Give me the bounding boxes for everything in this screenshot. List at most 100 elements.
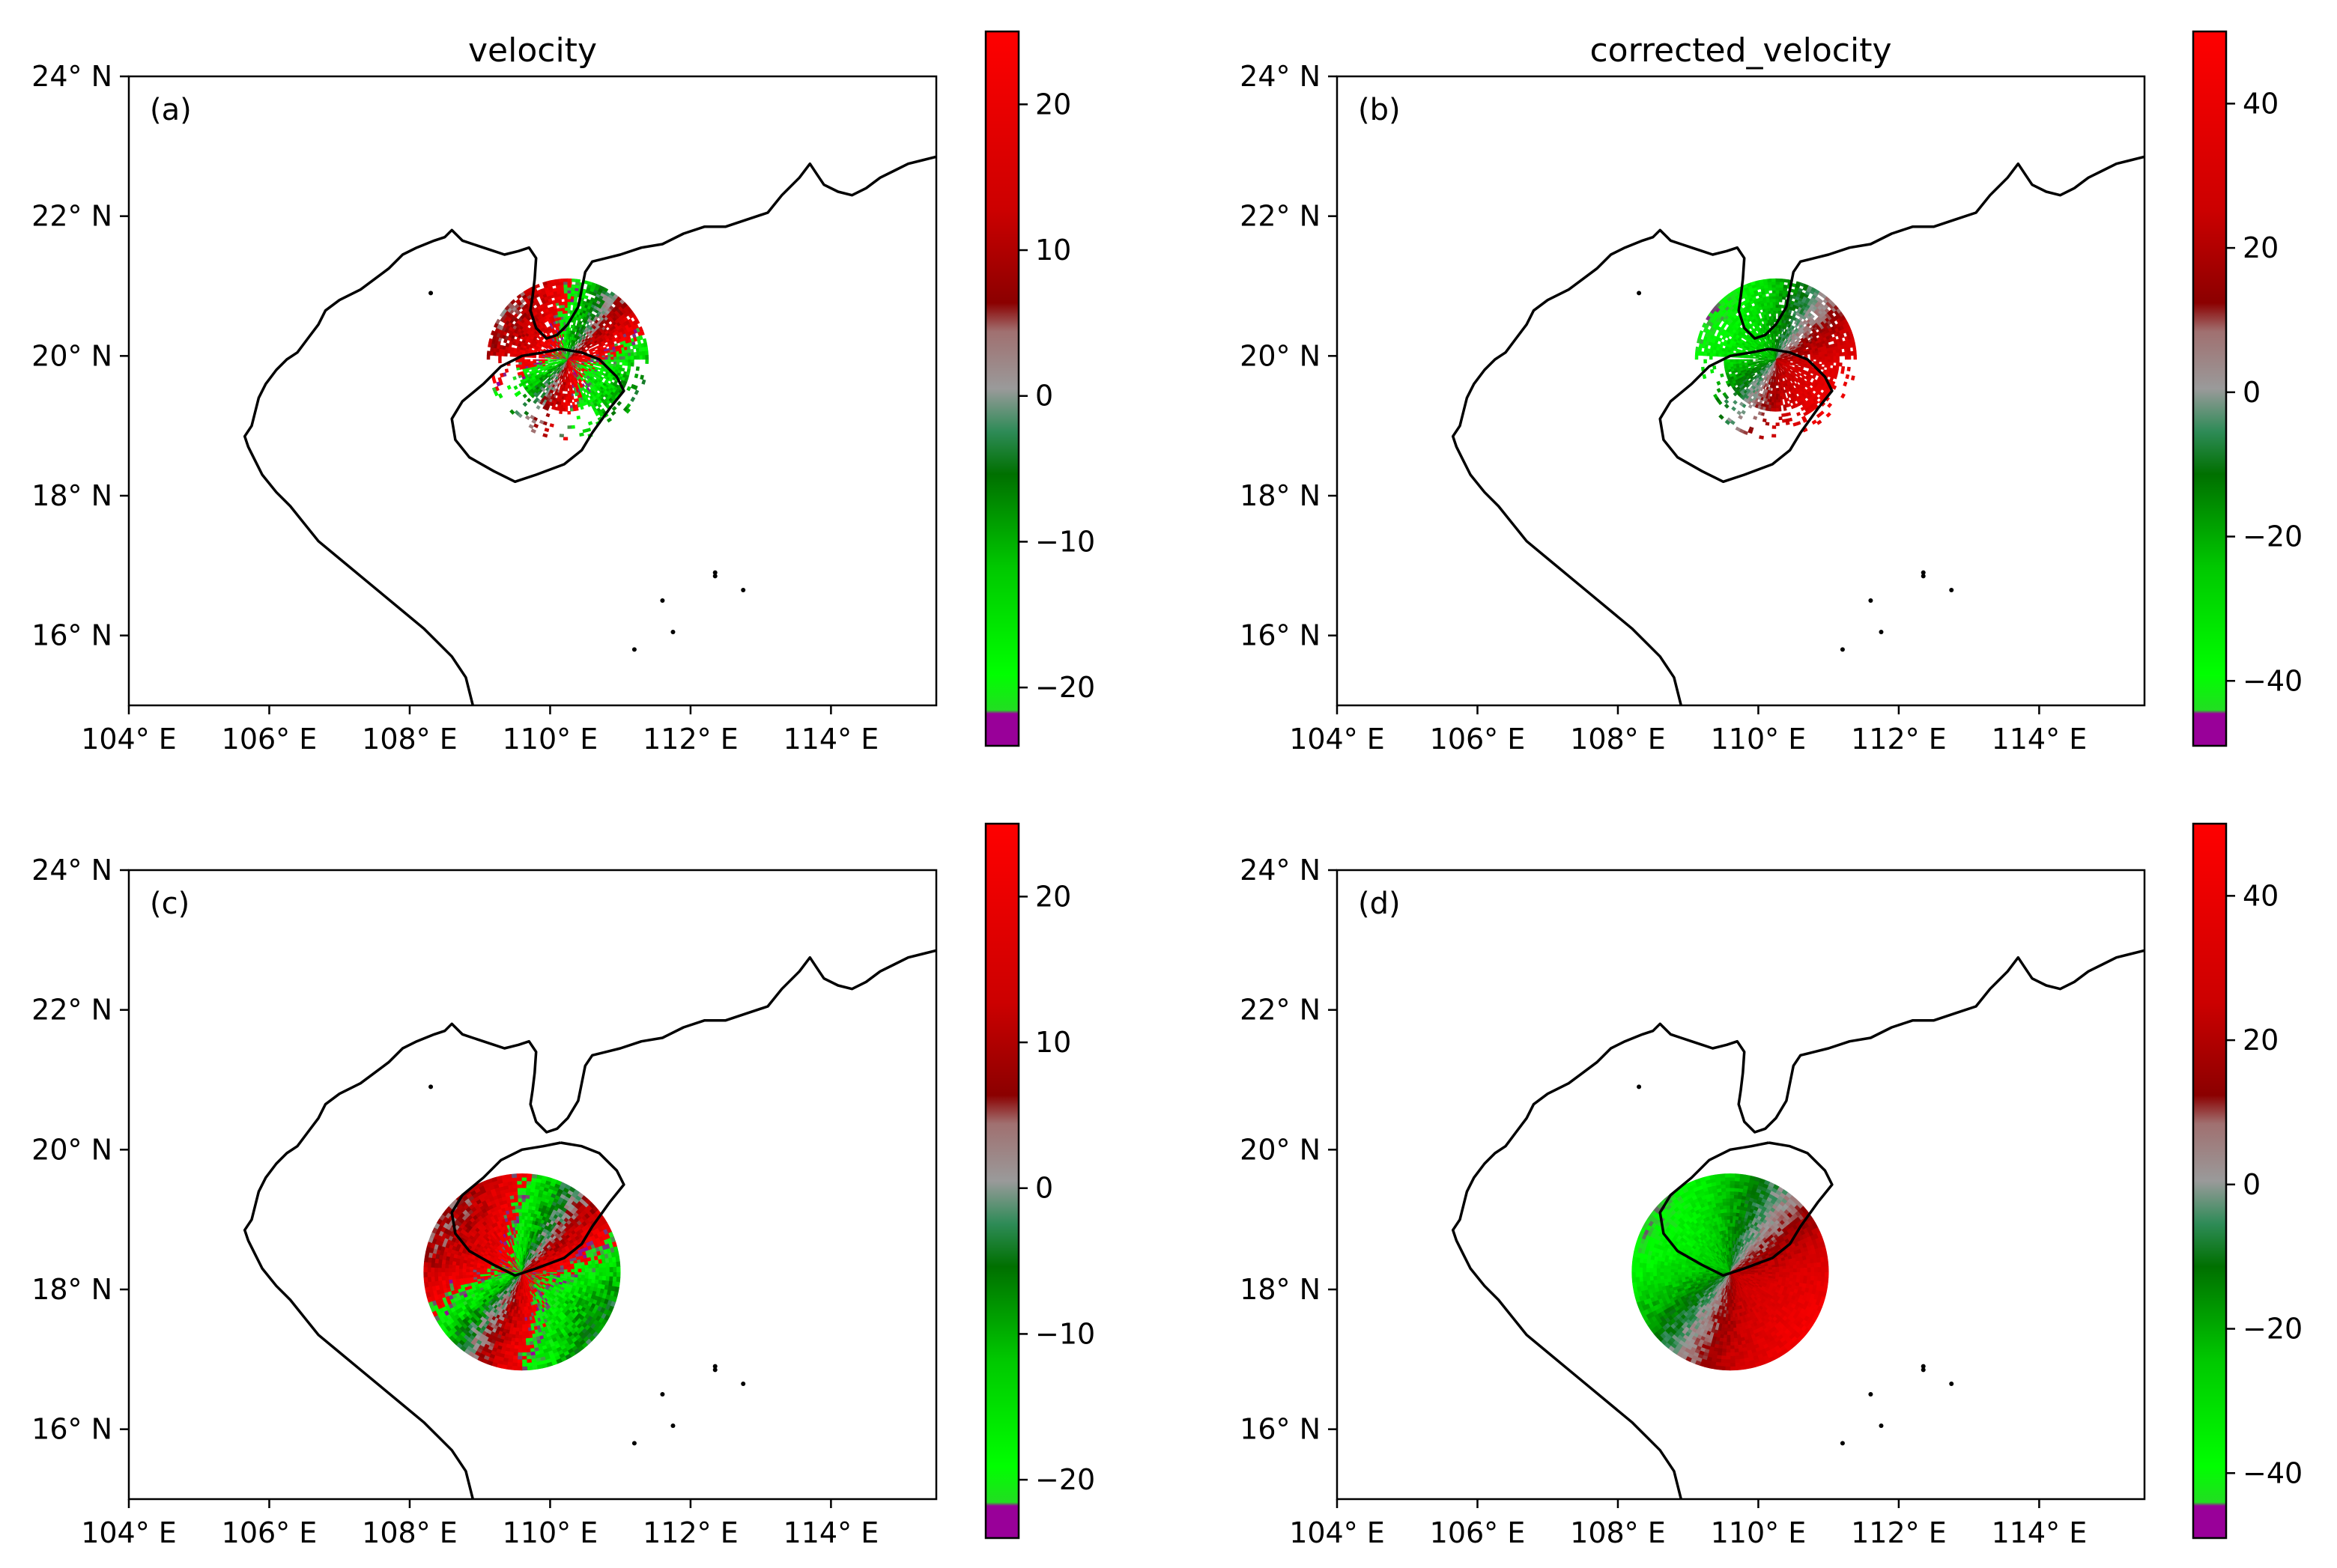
radar-bin <box>1827 359 1831 363</box>
radar-bin <box>567 293 572 297</box>
radar-bin <box>540 394 545 399</box>
x-tick-label: 106° E <box>222 723 318 756</box>
radar-bin <box>1715 353 1719 357</box>
radar-bin <box>1767 359 1771 360</box>
radar-bin <box>1709 356 1713 360</box>
radar-bin <box>563 437 569 441</box>
radar-bin <box>1706 352 1711 356</box>
radar-bin <box>569 399 573 403</box>
radar-bin <box>1733 400 1738 405</box>
radar-bin <box>547 361 551 363</box>
radar-bin <box>1703 359 1707 364</box>
radar-bin <box>1770 310 1774 314</box>
radar-bin <box>634 373 639 379</box>
radar-bin <box>642 355 646 360</box>
radar-bin <box>1718 414 1724 420</box>
radar-bin <box>610 356 614 360</box>
radar-bin <box>1755 361 1759 363</box>
island-marker <box>660 598 665 603</box>
radar-bin <box>521 359 525 362</box>
radar-bin <box>1731 406 1736 412</box>
radar-bin <box>533 423 539 428</box>
radar-bin <box>1846 366 1851 372</box>
radar-bin <box>1762 279 1768 283</box>
radar-bin <box>1738 359 1742 362</box>
radar-bin <box>1775 373 1777 377</box>
radar-bin <box>1727 361 1730 365</box>
radar-bin <box>590 360 594 362</box>
radar-bin <box>1694 350 1699 356</box>
radar-bin <box>565 399 569 404</box>
radar-bin <box>520 379 524 383</box>
radar-bin <box>1785 421 1790 425</box>
radar-bin <box>625 353 628 357</box>
y-tick-label: 22° N <box>31 200 112 233</box>
radar-bin <box>641 379 646 385</box>
radar-bin <box>536 359 539 362</box>
panel-label: (a) <box>150 93 192 127</box>
radar-bin <box>1698 329 1704 336</box>
radar-bin <box>1738 414 1743 420</box>
radar-bin <box>1836 359 1840 363</box>
radar-bin <box>630 348 634 353</box>
radar-bin <box>1781 419 1786 423</box>
radar-bin <box>1840 369 1845 374</box>
radar-bin <box>1723 339 1728 344</box>
radar-bin <box>560 287 565 291</box>
radar-bin <box>527 359 531 362</box>
radar-bin <box>1771 284 1777 288</box>
radar-bin <box>1716 380 1721 386</box>
radar-bin <box>621 368 625 372</box>
radar-bin <box>536 404 541 410</box>
radar-bin <box>587 358 591 360</box>
x-tick-label: 104° E <box>81 723 177 756</box>
radar-bin <box>492 351 497 356</box>
radar-bin <box>1775 281 1780 285</box>
radar-bin <box>1772 307 1777 311</box>
radar-bin <box>628 356 631 360</box>
x-tick-label: 114° E <box>783 723 879 756</box>
radar-bin <box>564 408 569 412</box>
radar-bin <box>581 356 586 359</box>
radar-bin <box>552 288 557 292</box>
radar-bin <box>582 428 588 434</box>
radar-bin <box>569 404 574 409</box>
radar-bin <box>1811 419 1817 425</box>
radar-bin <box>518 383 524 387</box>
radar-bin <box>1703 351 1708 356</box>
colorbar-tick-label: −20 <box>1035 671 1095 704</box>
radar-bin <box>1775 388 1778 392</box>
radar-bin <box>1777 402 1781 406</box>
radar-bin <box>1830 359 1834 363</box>
radar-bin <box>616 359 620 362</box>
radar-bin <box>1833 359 1837 363</box>
radar-bin <box>567 278 572 282</box>
radar-bin <box>501 352 505 356</box>
radar-bin <box>524 410 530 416</box>
radar-bin <box>1775 422 1780 426</box>
y-tick-label: 16° N <box>31 619 112 652</box>
radar-bin <box>616 356 620 360</box>
radar-bin <box>533 399 538 404</box>
radar-bin <box>562 307 566 312</box>
radar-bin <box>625 407 631 414</box>
radar-bin <box>1773 313 1777 317</box>
radar-bin <box>560 284 565 288</box>
radar-bin <box>1771 313 1774 317</box>
radar-bin <box>569 370 572 374</box>
radar-bin <box>1821 361 1825 365</box>
radar-bin <box>643 342 648 348</box>
radar-bin <box>1773 405 1777 409</box>
radar-bin <box>1779 330 1783 335</box>
radar-bin <box>513 385 518 390</box>
radar-bin <box>1729 359 1733 362</box>
radar-bin <box>1772 298 1777 303</box>
radar-bin <box>500 373 504 378</box>
radar-bin <box>547 359 551 361</box>
radar-bin <box>1845 374 1850 380</box>
radar-bin <box>1775 278 1780 282</box>
radar-bin <box>592 363 597 366</box>
radar-bin <box>1765 296 1770 300</box>
radar-bin <box>490 329 496 336</box>
radar-bin <box>567 373 569 377</box>
